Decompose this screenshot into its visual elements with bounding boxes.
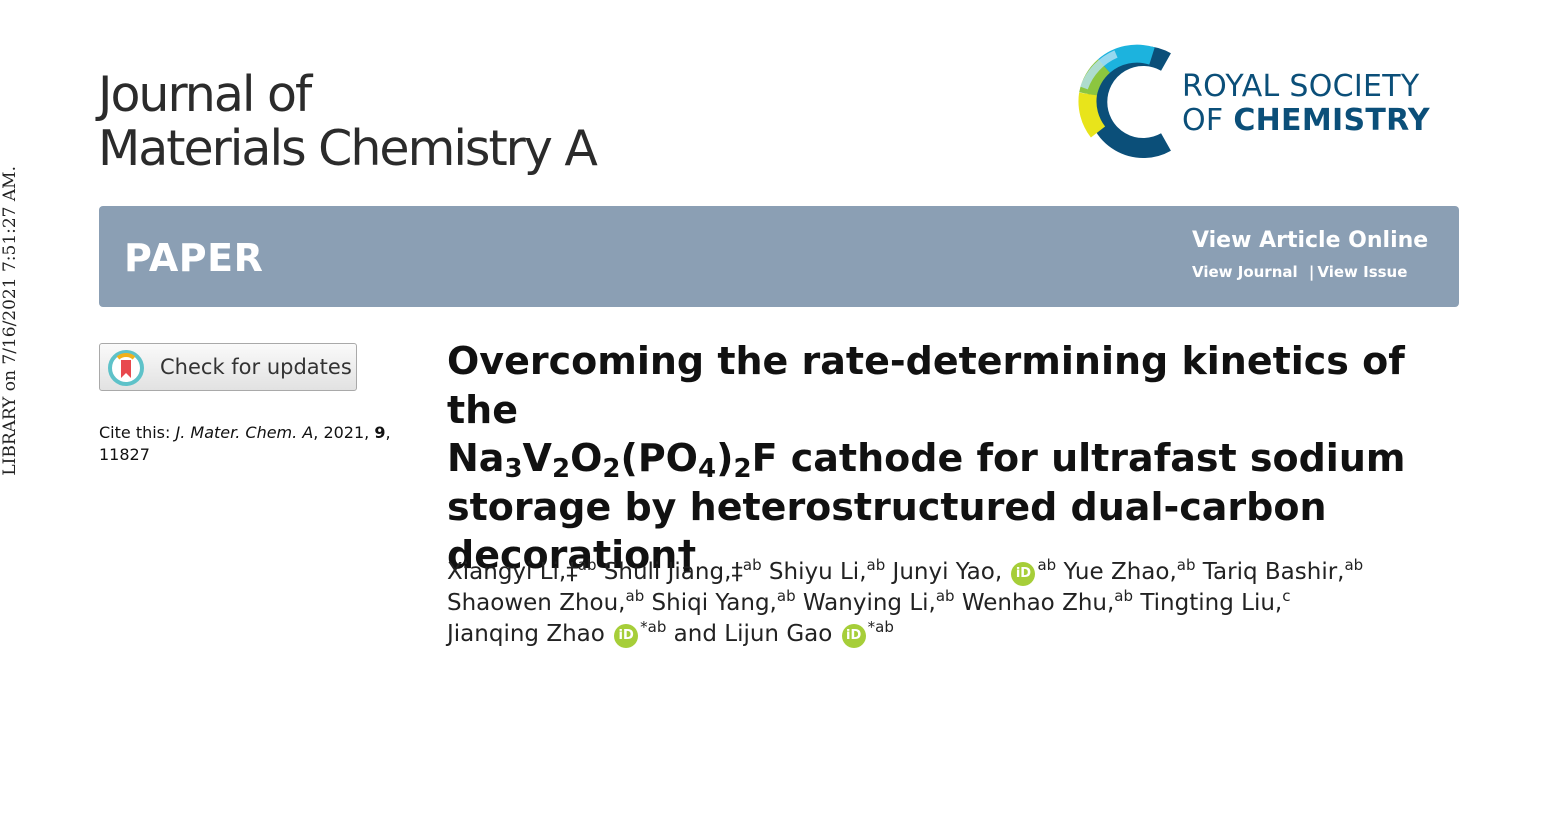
publisher-line1: ROYAL SOCIETY <box>1182 69 1420 104</box>
cite-prefix: Cite this: <box>99 423 176 442</box>
author-list: Xiangyi Li,‡ab Shuli Jiang,‡ab Shiyu Li,… <box>447 557 1457 650</box>
journal-title-line1: Journal of <box>98 66 312 123</box>
formula-v: V <box>522 436 552 480</box>
journal-title: Journal of Materials Chemistry A <box>98 66 598 177</box>
author-affiliation: c <box>1282 587 1291 605</box>
citation-block: Cite this: J. Mater. Chem. A, 2021, 9, 1… <box>99 422 419 466</box>
formula-sub-3: 3 <box>504 454 523 484</box>
author-affiliation: *ab <box>867 618 894 636</box>
author-affiliation: ab <box>1176 556 1196 574</box>
crossmark-icon <box>108 350 144 386</box>
formula-f: F <box>751 436 778 480</box>
author-name[interactable]: Shiyu Li, <box>768 559 867 585</box>
rsc-logo-icon <box>1078 44 1171 158</box>
author-affiliation: ab <box>1114 587 1134 605</box>
author-line3: Jianqing Zhao iD *ab and Lijun Gao iD *ab <box>447 619 1457 650</box>
view-issue-link[interactable]: View Issue <box>1317 263 1408 281</box>
title-line2-rest: cathode for ultrafast sodium <box>777 436 1406 480</box>
formula-o: O <box>570 436 603 480</box>
check-for-updates-label: Check for updates <box>160 355 352 379</box>
formula-na: Na <box>447 436 505 480</box>
check-for-updates-button[interactable]: Check for updates <box>99 343 357 391</box>
author-affiliation: ab <box>1344 556 1364 574</box>
orcid-icon[interactable]: iD <box>614 624 639 648</box>
article-title: Overcoming the rate-determining kinetics… <box>447 337 1457 580</box>
title-line3: storage by heterostructured dual-carbon <box>447 484 1327 529</box>
publisher-line2: OF CHEMISTRY <box>1182 104 1430 138</box>
author-name[interactable]: Shuli Jiang,‡ <box>603 559 743 585</box>
author-name[interactable]: and Lijun Gao <box>673 621 833 647</box>
publisher-name: ROYAL SOCIETY OF CHEMISTRY <box>1182 70 1430 138</box>
author-name[interactable]: Junyi Yao, <box>892 559 1003 585</box>
author-name[interactable]: Xiangyi Li,‡ <box>447 559 578 585</box>
view-article-online-link[interactable]: View Article Online <box>1192 228 1429 253</box>
title-line4: decoration† <box>447 533 697 577</box>
formula-sub-2b: 2 <box>602 454 621 484</box>
author-affiliation: *ab <box>640 618 667 636</box>
article-type-label: PAPER <box>124 236 264 280</box>
formula-paren: ) <box>716 436 734 480</box>
author-name[interactable]: Jianqing Zhao <box>447 621 605 647</box>
formula-sub-4: 4 <box>698 454 717 484</box>
author-name[interactable]: Yue Zhao, <box>1063 559 1177 585</box>
orcid-icon[interactable]: iD <box>841 624 866 648</box>
author-name[interactable]: Tariq Bashir, <box>1202 559 1345 585</box>
title-line1: Overcoming the rate-determining kinetics… <box>447 339 1405 432</box>
publisher-line2-bold: CHEMISTRY <box>1233 103 1430 138</box>
banner-links: View Journal | View Issue <box>1192 263 1407 281</box>
author-name[interactable]: Wenhao Zhu, <box>961 590 1115 616</box>
journal-title-line2: Materials Chemistry A <box>98 120 598 177</box>
formula-sub-2a: 2 <box>551 454 571 484</box>
orcid-icon[interactable]: iD <box>1011 562 1036 586</box>
cite-year: , 2021, <box>313 423 375 442</box>
cite-journal: J. Mater. Chem. A <box>175 423 314 442</box>
cite-volume: 9 <box>374 423 386 442</box>
author-line2: Shaowen Zhou,ab Shiqi Yang,ab Wanying Li… <box>447 588 1457 619</box>
author-affiliation: ab <box>866 556 886 574</box>
download-watermark: LIBRARY on 7/16/2021 7:51:27 AM. <box>0 166 20 476</box>
author-affiliation: ab <box>625 587 645 605</box>
author-name[interactable]: Wanying Li, <box>802 590 936 616</box>
article-type-banner: PAPER View Article Online View Journal |… <box>99 206 1459 307</box>
title-line2: Na3V2O2(PO4)2F cathode for ultrafast sod… <box>447 434 1457 483</box>
author-name[interactable]: Shiqi Yang, <box>651 590 777 616</box>
author-affiliation: ab <box>742 556 762 574</box>
author-affiliation: ab <box>1037 556 1057 574</box>
formula-sub-2c: 2 <box>733 454 752 484</box>
author-name[interactable]: Shaowen Zhou, <box>447 590 626 616</box>
view-journal-link[interactable]: View Journal <box>1192 263 1298 281</box>
author-affiliation: ab <box>776 587 796 605</box>
author-affiliation: ab <box>935 587 955 605</box>
author-line1: Xiangyi Li,‡ab Shuli Jiang,‡ab Shiyu Li,… <box>447 557 1457 588</box>
author-affiliation: ab <box>577 556 597 574</box>
cite-pages: , 11827 <box>99 423 391 464</box>
publisher-line2-prefix: OF <box>1182 103 1234 138</box>
author-name[interactable]: Tingting Liu, <box>1140 590 1283 616</box>
link-separator: | <box>1308 263 1315 281</box>
formula-po: (PO <box>620 436 698 480</box>
